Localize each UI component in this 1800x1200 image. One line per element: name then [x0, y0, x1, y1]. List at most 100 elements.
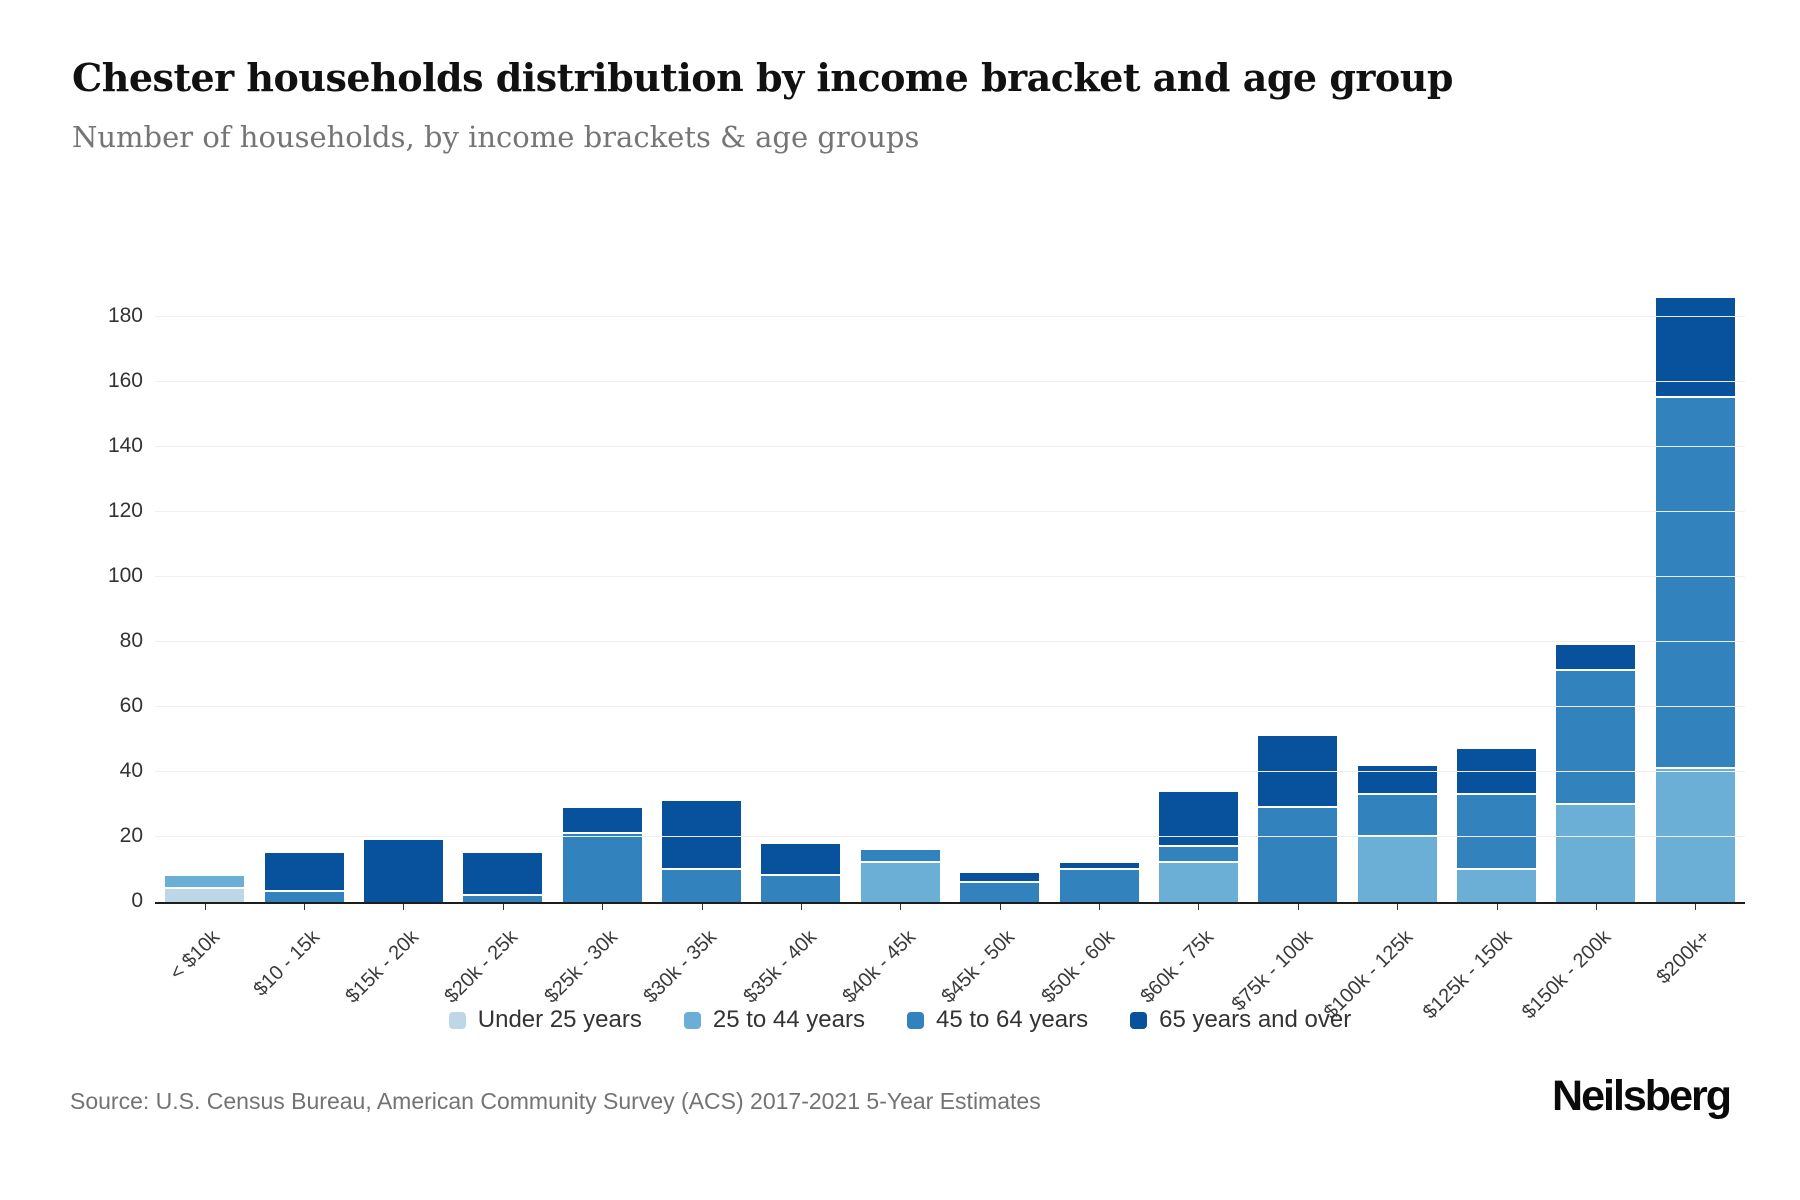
gridline [155, 316, 1745, 317]
gridline [155, 511, 1745, 512]
y-axis-label: 180 [107, 304, 143, 327]
bar-segment[interactable] [1357, 794, 1437, 837]
bar-segment[interactable] [1457, 794, 1537, 870]
bar-segment[interactable] [1158, 863, 1238, 902]
x-axis-label: $20k - 25k [440, 926, 523, 1008]
bar-segment[interactable] [562, 807, 642, 834]
legend-item[interactable]: 25 to 44 years [683, 1006, 865, 1034]
legend-label: Under 25 years [477, 1006, 642, 1033]
bar-segment[interactable] [1357, 837, 1437, 902]
bar-segment[interactable] [1655, 297, 1735, 399]
x-tick [999, 904, 1001, 910]
legend-item[interactable]: 45 to 64 years [906, 1006, 1089, 1034]
legend-label: 45 to 64 years [935, 1006, 1089, 1033]
legend-swatch [1130, 1011, 1148, 1029]
bar-segment[interactable] [1655, 398, 1735, 769]
legend-item[interactable]: Under 25 years [448, 1006, 642, 1034]
legend-swatch [448, 1011, 466, 1029]
gridline [155, 771, 1745, 772]
bar [264, 853, 344, 902]
bar [165, 876, 245, 902]
x-tick [1397, 904, 1399, 910]
bar-slot [1546, 250, 1645, 902]
bar-segment[interactable] [463, 895, 543, 902]
bar-segment[interactable] [1457, 869, 1537, 902]
bar-segment[interactable] [264, 892, 344, 902]
bar [1556, 645, 1636, 902]
x-axis-label: $25k - 30k [540, 926, 622, 1008]
bar-slot [751, 250, 850, 902]
x-axis-label: $60k - 75k [1136, 926, 1218, 1008]
bar-segment[interactable] [165, 889, 245, 902]
x-tick [304, 904, 306, 910]
bar-segment[interactable] [463, 853, 543, 896]
bar-segment[interactable] [662, 801, 742, 870]
bar [1457, 749, 1537, 902]
x-axis-label: $45k - 50k [937, 926, 1020, 1008]
y-axis-label: 60 [119, 694, 143, 717]
bar-slot [652, 250, 751, 902]
y-axis: 0 20 40 60 80 100 120 140 160 180 [0, 250, 143, 911]
x-tick [1595, 904, 1597, 910]
bar-segment[interactable] [1158, 791, 1238, 847]
x-tick [1695, 904, 1697, 910]
bar-segment[interactable] [1655, 768, 1735, 902]
bar-slot [1049, 250, 1148, 902]
legend-item[interactable]: 65 years and over [1130, 1006, 1351, 1034]
gridline [155, 641, 1745, 642]
y-axis-label: 140 [107, 434, 143, 457]
legend: Under 25 years 25 to 44 years 45 to 64 yea… [0, 1006, 1800, 1034]
x-axis-label: $10 - 15k [249, 926, 324, 1001]
bar-slot [1447, 250, 1546, 902]
bar-segment[interactable] [1556, 671, 1636, 805]
x-tick [1297, 904, 1299, 910]
x-tick [502, 904, 504, 910]
y-axis-label: 160 [107, 369, 143, 392]
x-tick [701, 904, 703, 910]
legend-swatch [683, 1011, 701, 1029]
plot-area [155, 250, 1745, 910]
bar-segment[interactable] [761, 876, 841, 902]
bar-slot [453, 250, 552, 902]
bar-segment[interactable] [860, 850, 940, 863]
bar-segment[interactable] [860, 863, 940, 902]
x-axis-label: $35k - 40k [738, 926, 821, 1008]
bar [1655, 297, 1735, 902]
bar-segment[interactable] [1158, 846, 1238, 863]
bar-segment[interactable] [562, 833, 642, 902]
chart-subtitle: Number of households, by income brackets… [72, 120, 920, 154]
x-axis-label: < $10k [165, 926, 225, 985]
bar-segment[interactable] [761, 843, 841, 876]
x-tick [800, 904, 802, 910]
x-axis-label: $50k - 60k [1037, 926, 1119, 1008]
bar-segment[interactable] [1059, 869, 1139, 902]
bar [1158, 791, 1238, 902]
bar-segment[interactable] [960, 872, 1040, 883]
bar [1258, 736, 1338, 902]
x-tick [1198, 904, 1200, 910]
x-axis-label: $40k - 45k [838, 926, 920, 1008]
bar-segment[interactable] [264, 853, 344, 893]
bar [1357, 765, 1437, 902]
bar-segment[interactable] [363, 840, 443, 902]
bar-segment[interactable] [1457, 749, 1537, 795]
bar-slot [155, 250, 254, 902]
bar-segment[interactable] [1357, 765, 1437, 795]
bar-segment[interactable] [165, 876, 245, 889]
legend-label: 25 to 44 years [712, 1006, 865, 1033]
bar-segment[interactable] [1258, 736, 1338, 808]
x-axis-label: $15k - 20k [341, 926, 423, 1008]
bar-segment[interactable] [1258, 807, 1338, 902]
x-axis-label: $200k+ [1652, 926, 1715, 989]
bar-segment[interactable] [1556, 645, 1636, 672]
y-axis-label: 80 [119, 629, 143, 652]
gridline [155, 576, 1745, 577]
y-axis-label: 20 [119, 824, 143, 847]
bar-segment[interactable] [960, 882, 1040, 902]
bar-slot [553, 250, 652, 902]
bar-segment[interactable] [662, 869, 742, 902]
bar-segment[interactable] [1556, 804, 1636, 902]
bar-segment[interactable] [1059, 863, 1139, 870]
bar [860, 850, 940, 902]
bar [761, 843, 841, 902]
